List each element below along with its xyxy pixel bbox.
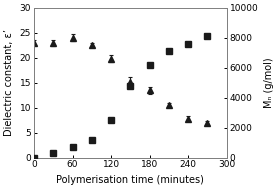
- Y-axis label: Dielectric constant, ε’: Dielectric constant, ε’: [4, 29, 14, 136]
- Y-axis label: Mₙ (g/mol): Mₙ (g/mol): [264, 57, 274, 108]
- X-axis label: Polymerisation time (minutes): Polymerisation time (minutes): [56, 175, 204, 185]
